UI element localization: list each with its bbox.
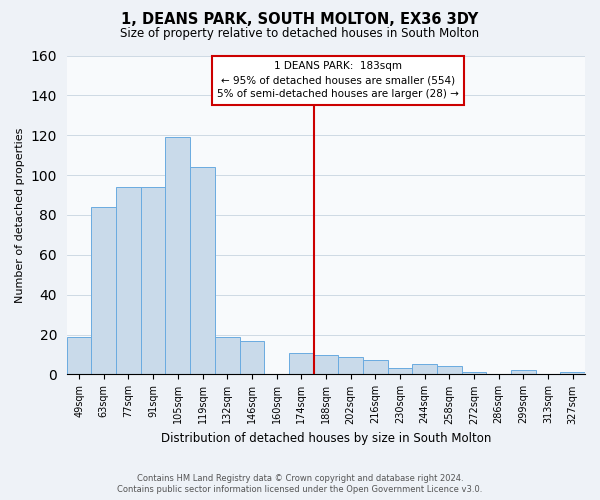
Text: Contains HM Land Registry data © Crown copyright and database right 2024.
Contai: Contains HM Land Registry data © Crown c… [118, 474, 482, 494]
Bar [314, 354, 338, 374]
Bar [190, 167, 215, 374]
Bar [363, 360, 388, 374]
Text: 1, DEANS PARK, SOUTH MOLTON, EX36 3DY: 1, DEANS PARK, SOUTH MOLTON, EX36 3DY [121, 12, 479, 28]
Bar [511, 370, 536, 374]
Bar [388, 368, 412, 374]
Text: Size of property relative to detached houses in South Molton: Size of property relative to detached ho… [121, 28, 479, 40]
Bar [116, 187, 141, 374]
Text: 1 DEANS PARK:  183sqm
← 95% of detached houses are smaller (554)
5% of semi-deta: 1 DEANS PARK: 183sqm ← 95% of detached h… [217, 62, 459, 100]
Bar [461, 372, 486, 374]
Bar [141, 187, 166, 374]
Bar [239, 340, 264, 374]
Bar [91, 207, 116, 374]
Bar [437, 366, 461, 374]
Bar [289, 352, 314, 374]
Bar [338, 356, 363, 374]
Y-axis label: Number of detached properties: Number of detached properties [15, 128, 25, 302]
Bar [412, 364, 437, 374]
Bar [560, 372, 585, 374]
Bar [67, 336, 91, 374]
X-axis label: Distribution of detached houses by size in South Molton: Distribution of detached houses by size … [161, 432, 491, 445]
Bar [166, 137, 190, 374]
Bar [215, 336, 239, 374]
